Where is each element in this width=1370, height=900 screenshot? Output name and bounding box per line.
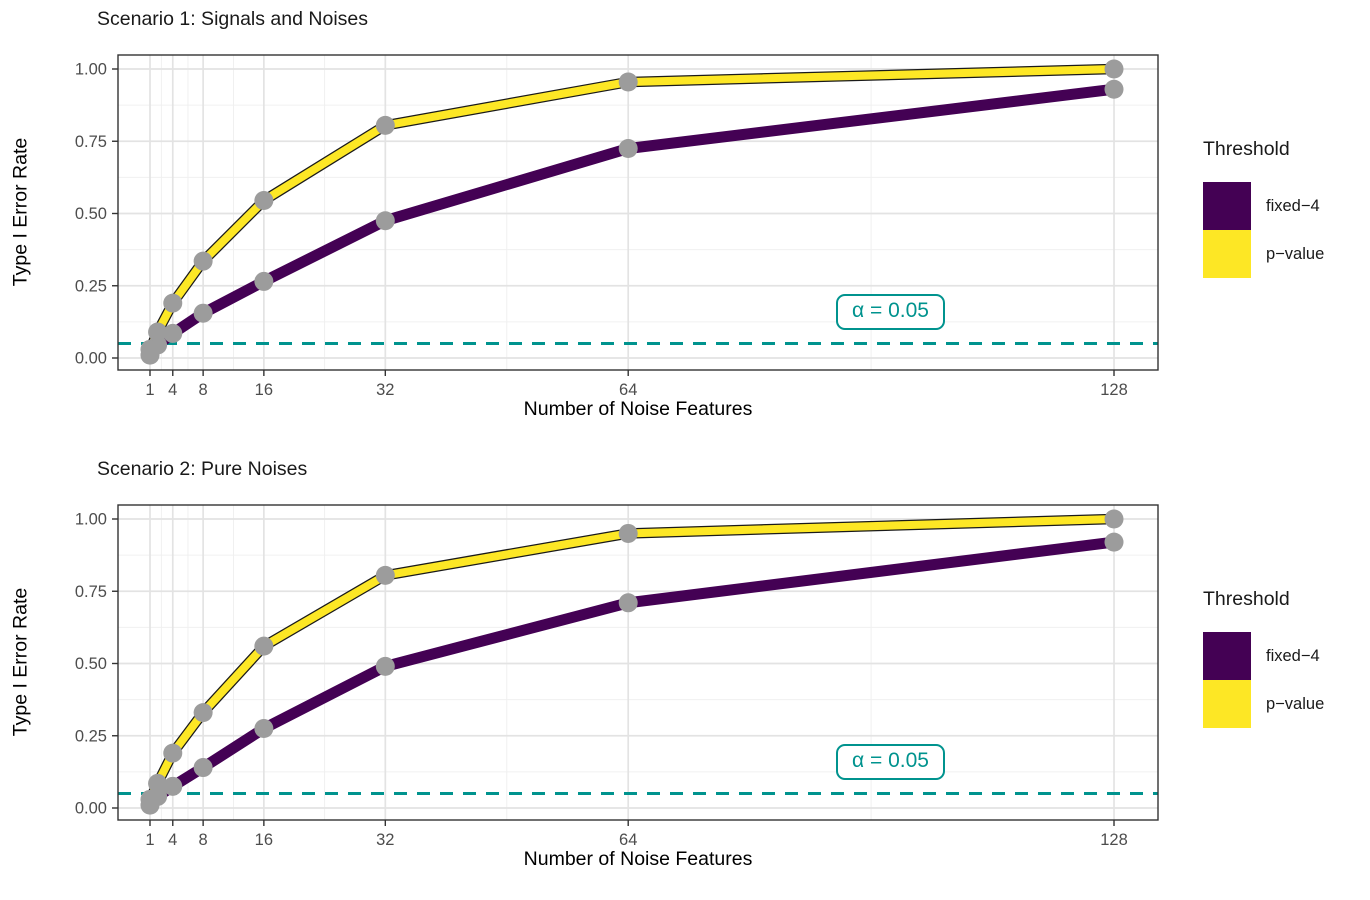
plot-area-scenario-2: 1 4 8 16 32 64 128 0.00 0.25 0.50 0.75 1.00 <box>75 504 1159 849</box>
alpha-annotation: α = 0.05 <box>836 744 945 780</box>
x-axis-title: Number of Noise Features <box>523 848 753 870</box>
svg-text:0.00: 0.00 <box>75 350 107 368</box>
legend-item-pvalue: p−value <box>1203 680 1324 728</box>
legend-swatch-fixed4 <box>1203 632 1251 680</box>
legend-title: Threshold <box>1203 138 1290 160</box>
legend: Threshold fixed−4 p−value <box>1203 138 1324 278</box>
svg-text:1: 1 <box>145 381 154 399</box>
svg-text:0.50: 0.50 <box>75 205 107 223</box>
svg-text:0.75: 0.75 <box>75 133 107 151</box>
svg-text:0.50: 0.50 <box>75 655 107 673</box>
legend-swatch-fixed4 <box>1203 182 1251 230</box>
svg-text:1.00: 1.00 <box>75 61 107 79</box>
legend: Threshold fixed−4 p−value <box>1203 588 1324 728</box>
plot-area-scenario-1: 1 4 8 16 32 64 128 0.00 0.25 0.50 0.75 1.00 <box>75 54 1159 399</box>
legend-item-fixed4: fixed−4 <box>1203 632 1324 680</box>
svg-text:0.00: 0.00 <box>75 800 107 818</box>
svg-text:16: 16 <box>255 381 273 399</box>
legend-title: Threshold <box>1203 588 1290 610</box>
svg-text:8: 8 <box>199 831 208 849</box>
svg-text:8: 8 <box>199 381 208 399</box>
legend-label: p−value <box>1266 694 1325 713</box>
x-axis-title: Number of Noise Features <box>523 398 753 420</box>
svg-text:64: 64 <box>619 381 637 399</box>
svg-text:1: 1 <box>145 831 154 849</box>
legend-label: fixed−4 <box>1266 196 1320 215</box>
svg-text:128: 128 <box>1100 381 1128 399</box>
chart-title: Scenario 1: Signals and Noises <box>97 8 368 30</box>
svg-text:4: 4 <box>168 831 177 849</box>
legend-item-pvalue: p−value <box>1203 230 1324 278</box>
svg-text:1.00: 1.00 <box>75 511 107 529</box>
svg-text:0.25: 0.25 <box>75 277 107 295</box>
svg-text:128: 128 <box>1100 831 1128 849</box>
svg-text:64: 64 <box>619 831 637 849</box>
legend-item-fixed4: fixed−4 <box>1203 182 1324 230</box>
chart-scenario-2: 1 4 8 16 32 64 128 0.00 0.25 0.50 0.75 1.00 Scenari… <box>0 450 1370 900</box>
svg-text:32: 32 <box>376 381 394 399</box>
y-axis-title: Type I Error Rate <box>9 587 32 737</box>
legend-keys: fixed−4 p−value <box>1203 182 1324 278</box>
alpha-annotation: α = 0.05 <box>836 294 945 330</box>
chart-title: Scenario 2: Pure Noises <box>97 458 308 480</box>
legend-label: fixed−4 <box>1266 646 1320 665</box>
y-axis-title: Type I Error Rate <box>9 137 32 287</box>
svg-text:4: 4 <box>168 381 177 399</box>
legend-swatch-pvalue <box>1203 680 1251 728</box>
chart-scenario-1: 1 4 8 16 32 64 128 0.00 0.25 0.50 0.75 1.00 Scenari… <box>9 8 1325 420</box>
svg-text:0.25: 0.25 <box>75 727 107 745</box>
legend-label: p−value <box>1266 244 1325 263</box>
legend-keys: fixed−4 p−value <box>1203 632 1324 728</box>
legend-swatch-pvalue <box>1203 230 1251 278</box>
svg-text:0.75: 0.75 <box>75 583 107 601</box>
svg-text:16: 16 <box>255 831 273 849</box>
svg-text:32: 32 <box>376 831 394 849</box>
